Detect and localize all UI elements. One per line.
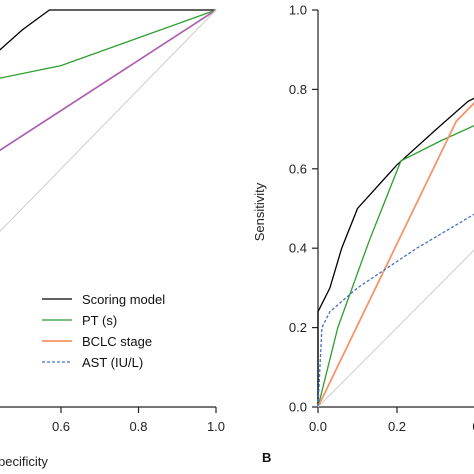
- panel-a-x-axis-label: pecificity: [0, 454, 48, 469]
- panel-a-series-pt-s: [0, 9, 217, 79]
- legend-label-scoring-model: Scoring model: [82, 292, 165, 307]
- panel-b-x-tick-label: 0.2: [388, 419, 406, 434]
- panel-b-y-tick-label: 0.6: [289, 161, 307, 176]
- panel-b-y-tick-label: 0.4: [289, 241, 307, 256]
- panel-a-x-ticks: 0.6 0.8 1.0: [52, 407, 225, 434]
- panel-a-series-scoring-model: [0, 9, 216, 51]
- panel-a-series-reference: [0, 9, 217, 233]
- legend-label-bclc-stage: BCLC stage: [82, 334, 152, 349]
- legend-label-pt: PT (s): [82, 313, 117, 328]
- panel-b-y-ticks: 0.0 0.2 0.4 0.6 0.8 1.0: [289, 3, 318, 415]
- panel-a-x-tick-label: 0.8: [129, 419, 147, 434]
- panel-b-series-ast-iu-l: [317, 213, 474, 408]
- panel-b-x-ticks: 0.0 0.2 0: [309, 407, 474, 434]
- panel-b-y-tick-label: 0.2: [289, 320, 307, 335]
- panel-b-y-axis-label: Sensitivity: [252, 182, 267, 241]
- panel-b-series: [317, 97, 474, 408]
- panel-a-series-bclc-stage: [0, 9, 217, 152]
- panel-b-label: B: [262, 450, 271, 465]
- panel-a-x-tick-label: 1.0: [207, 419, 225, 434]
- legend: Scoring model PT (s) BCLC stage AST (IU/…: [42, 292, 165, 370]
- panel-b-y-tick-label: 1.0: [289, 3, 307, 18]
- panel-b-y-tick-label: 0.0: [289, 400, 307, 415]
- panel-b-x-tick-label: 0.0: [309, 419, 327, 434]
- panel-b-y-tick-label: 0.8: [289, 82, 307, 97]
- panel-a-series: [0, 9, 217, 233]
- panel-a: 0.6 0.8 1.0 pecificity Scoring model PT (s…: [0, 9, 225, 469]
- legend-label-ast: AST (IU/L): [82, 355, 143, 370]
- panel-a-x-tick-label: 0.6: [52, 419, 70, 434]
- panel-a-series-ast-iu-l: [0, 9, 217, 151]
- panel-b: 0.0 0.2 0.4 0.6 0.8 1.0 0.0 0.2 0 Sensitivity B: [252, 3, 474, 465]
- panel-b-series-scoring-model: [317, 97, 474, 407]
- panel-b-x-tick-label: 0: [472, 419, 474, 434]
- panel-b-series-reference: [317, 249, 474, 408]
- panel-b-series-pt-s: [317, 124, 474, 408]
- panel-b-series-bclc-stage: [317, 102, 474, 408]
